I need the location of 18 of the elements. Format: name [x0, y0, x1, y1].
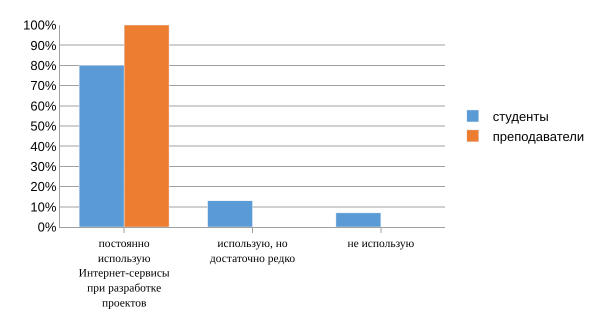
- y-tick-label: 0%: [38, 220, 57, 235]
- y-tick-label: 70%: [30, 78, 57, 94]
- y-tick-label: 90%: [30, 38, 57, 53]
- y-tick-label: 40%: [30, 138, 57, 154]
- y-tick-label: 20%: [30, 179, 57, 194]
- y-tick-label: 10%: [30, 199, 57, 214]
- y-tick-label: 50%: [30, 118, 57, 134]
- x-tick-label: не использую: [347, 238, 415, 250]
- bar: [336, 212, 382, 227]
- x-tick-label: использую, но достаточно редко: [210, 238, 296, 265]
- legend-label: преподаватели: [492, 128, 584, 144]
- x-tick-label: постоянно использую Интернет-сервисы при разработке проектов: [78, 238, 170, 310]
- y-tick-label: 60%: [30, 98, 57, 114]
- legend-label: студенты: [492, 109, 549, 124]
- y-tick-label: 80%: [30, 58, 57, 73]
- bar: [207, 200, 253, 227]
- y-tick-label: 30%: [30, 158, 57, 174]
- y-tick-label: 100%: [23, 18, 57, 33]
